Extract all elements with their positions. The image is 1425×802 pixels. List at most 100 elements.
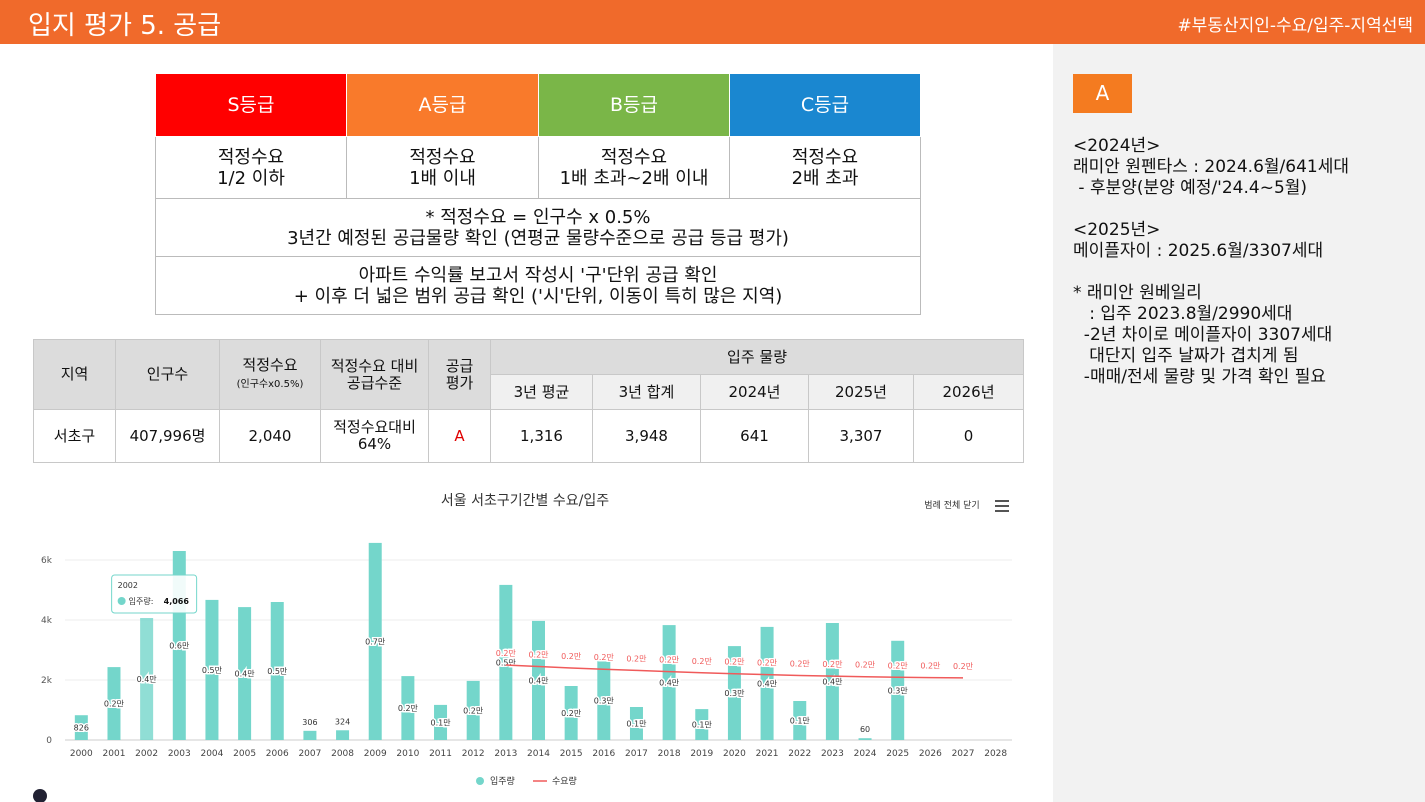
x-tick-label: 2016 (592, 749, 615, 759)
bar (434, 704, 448, 740)
note-line: <2025년> (1073, 220, 1161, 240)
x-tick-label: 2022 (788, 749, 811, 759)
x-tick-label: 2006 (266, 749, 289, 759)
header-text: 적정수요 (242, 355, 298, 374)
data-label: 306 (302, 718, 317, 727)
data-label: 0.5만 (202, 666, 223, 675)
bar (760, 626, 774, 740)
data-label: 0.6만 (169, 642, 190, 651)
x-tick-label: 2018 (658, 749, 681, 759)
header-cell: 적정수요 대비 공급수준 (320, 339, 429, 410)
menu-icon[interactable] (995, 500, 1009, 512)
bar (532, 620, 545, 740)
grade-cell: C등급 (729, 73, 921, 137)
legend-label: 입주량 (490, 775, 515, 787)
data-label: 0.2만 (626, 654, 647, 663)
subheader-cell: 2025년 (808, 374, 914, 410)
data-label: 0.2만 (463, 706, 484, 715)
note-line: - 후분양(분양 예정/'24.4~5월) (1073, 178, 1308, 198)
x-tick-label: 2000 (70, 749, 93, 759)
bar (597, 661, 611, 740)
subheader-cell: 3년 합계 (592, 374, 701, 410)
supply-header-row: 지역 인구수 적정수요 (인구수x0.5%) 적정수요 대비 공급수준 공급 평가… (33, 339, 1025, 410)
bar (368, 542, 382, 740)
data-label: 0.1만 (790, 717, 811, 726)
data-label: 0.2만 (659, 656, 680, 665)
note-block: <2024년> 래미안 원펜타스 : 2024.6월/641세대 - 후분양(분양… (1073, 136, 1349, 199)
criteria-cell: 적정수요 1배 이내 (346, 136, 539, 199)
supply-table: 지역 인구수 적정수요 (인구수x0.5%) 적정수요 대비 공급수준 공급 평가… (33, 339, 1025, 463)
bar (564, 686, 578, 740)
data-cell: 0 (912, 409, 1025, 463)
data-label: 0.2만 (920, 662, 941, 671)
data-label: 0.2만 (757, 659, 778, 668)
bar (140, 618, 154, 740)
data-label: 0.2만 (822, 660, 843, 669)
data-label: 0.5만 (267, 667, 288, 676)
data-cell: 407,996명 (115, 409, 220, 463)
subheader-cell: 2024년 (700, 374, 809, 410)
tooltip-value: 4,066 (164, 597, 190, 606)
legend-toggle[interactable]: 범례 전체 닫기 (924, 499, 979, 511)
header-note: (인구수x0.5%) (236, 378, 304, 390)
x-tick-label: 2007 (298, 749, 321, 759)
data-label: 0.4만 (235, 670, 256, 679)
data-cell: 2,040 (219, 409, 321, 463)
header-cell: 공급 평가 (428, 339, 491, 410)
bar (858, 738, 872, 740)
chart-title: 서울 서초구기간별 수요/입주 (441, 493, 609, 509)
data-label: 0.7만 (365, 637, 386, 646)
data-label: 0.2만 (496, 649, 517, 658)
x-tick-label: 2013 (494, 749, 517, 759)
legend-swatch (476, 777, 484, 785)
grade-cell: S등급 (155, 73, 347, 137)
bar (629, 707, 643, 740)
logo-icon (33, 789, 47, 802)
data-label: 0.5만 (496, 658, 517, 667)
data-label: 0.2만 (855, 661, 876, 670)
x-tick-label: 2017 (625, 749, 648, 759)
data-label: 826 (74, 724, 89, 733)
bar (695, 709, 709, 740)
data-label: 0.2만 (594, 653, 615, 662)
bar (303, 730, 317, 740)
header-title: 입지 평가 5. 공급 (28, 11, 222, 41)
bar (74, 715, 88, 740)
bar (499, 584, 513, 740)
tooltip-box (111, 574, 198, 614)
criteria-row: 적정수요 1/2 이하 적정수요 1배 이내 적정수요 1배 초과~2배 이내 … (155, 136, 921, 199)
y-tick-label: 2k (41, 676, 53, 686)
grade-table: S등급 A등급 B등급 C등급 적정수요 1/2 이하 적정수요 1배 이내 적… (155, 73, 921, 315)
note-block: <2025년> 메이플자이 : 2025.6월/3307세대 (1073, 220, 1349, 262)
data-label: 0.2만 (561, 709, 582, 718)
bar (107, 667, 121, 740)
note-line: : 입주 2023.8월/2990세대 (1073, 304, 1293, 324)
criteria-cell: 적정수요 1배 초과~2배 이내 (538, 136, 730, 199)
bar (205, 599, 219, 740)
header-cell: 인구수 (115, 339, 220, 410)
x-tick-label: 2002 (135, 749, 158, 759)
x-tick-label: 2014 (527, 749, 550, 759)
data-label: 0.4만 (528, 676, 549, 685)
note-row: * 적정수요 = 인구수 x 0.5% 3년간 예정된 공급물량 확인 (연평균… (155, 198, 921, 257)
data-cell: 1,316 (490, 409, 593, 463)
x-tick-label: 2019 (690, 749, 713, 759)
grade-cell: B등급 (538, 73, 730, 137)
data-cell: A (428, 409, 491, 463)
data-label: 0.2만 (692, 657, 713, 666)
data-label: 0.3만 (594, 697, 615, 706)
grade-cell: A등급 (346, 73, 539, 137)
note-line: <2024년> (1073, 136, 1161, 156)
data-cell: 3,948 (592, 409, 701, 463)
data-label: 324 (335, 717, 350, 726)
bar (238, 607, 252, 740)
x-tick-label: 2001 (103, 749, 126, 759)
data-label: 0.2만 (953, 662, 974, 671)
x-tick-label: 2020 (723, 749, 746, 759)
note-row: 아파트 수익률 보고서 작성시 '구'단위 공급 확인 + 이후 더 넓은 범위… (155, 256, 921, 315)
x-tick-label: 2025 (886, 749, 909, 759)
line (505, 664, 964, 679)
data-label: 0.1만 (430, 718, 451, 727)
tooltip-label: 입주량: (129, 596, 154, 606)
